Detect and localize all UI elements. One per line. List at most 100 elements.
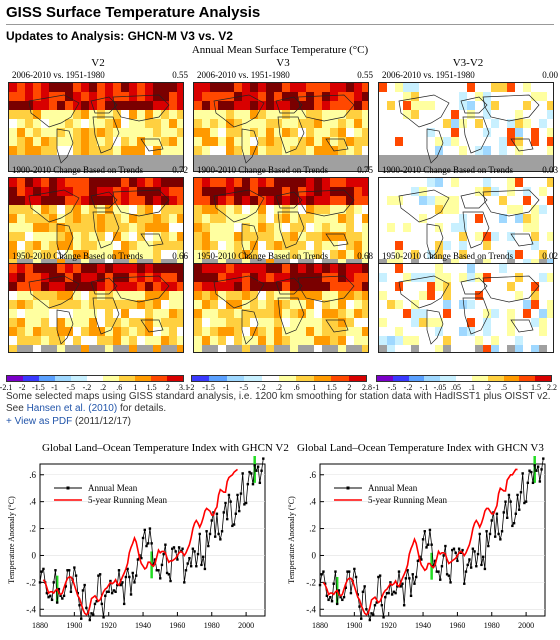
map-cell xyxy=(387,101,395,110)
annual-mean-point xyxy=(385,591,389,595)
map-cell xyxy=(89,250,97,259)
map-cell xyxy=(258,282,266,291)
map-cell xyxy=(451,241,459,250)
map-cell xyxy=(338,196,346,205)
colorbar-tick-label: -1.5 xyxy=(32,383,45,392)
map-cell xyxy=(354,336,362,345)
map-cell xyxy=(57,196,65,205)
map-cell xyxy=(435,327,443,336)
hansen-2010-link[interactable]: Hansen et al. (2010) xyxy=(26,403,118,414)
map-cell xyxy=(547,232,553,241)
map-cell xyxy=(411,146,419,155)
map-cell xyxy=(57,83,65,92)
map-cell xyxy=(89,146,97,155)
map-cell xyxy=(282,119,290,128)
panel-caption: 1950-2010 Change Based on Trends 0.66 xyxy=(12,251,188,261)
map-cell xyxy=(515,336,523,345)
map-cell xyxy=(202,291,210,300)
map-cell xyxy=(41,128,49,137)
panel-mean-value: 0.72 xyxy=(172,165,188,175)
map-cell xyxy=(121,101,129,110)
map-cell xyxy=(379,282,387,291)
map-cell xyxy=(113,119,121,128)
map-cell xyxy=(387,110,395,119)
map-cell xyxy=(218,164,226,171)
map-cell xyxy=(443,273,451,282)
map-cell xyxy=(105,327,113,336)
map-cell xyxy=(161,327,169,336)
map-cell xyxy=(419,83,427,92)
map-cell xyxy=(242,92,250,101)
map-cell xyxy=(451,327,459,336)
annual-mean-point xyxy=(335,602,339,606)
annual-mean-point xyxy=(490,519,493,522)
map-cell xyxy=(539,155,547,164)
colorbar-swatch xyxy=(39,376,55,381)
map-cell xyxy=(202,178,210,187)
map-cell xyxy=(113,232,121,241)
continent-outline xyxy=(462,116,490,154)
map-cell xyxy=(475,273,483,282)
annual-mean-point xyxy=(469,566,473,569)
map-cell xyxy=(354,300,362,309)
map-cell xyxy=(177,318,183,327)
annual-mean-point xyxy=(200,563,203,567)
map-cell xyxy=(169,336,177,345)
annual-mean-point xyxy=(145,544,148,548)
map-cell xyxy=(194,164,202,171)
map-cell xyxy=(234,250,242,259)
map-cell xyxy=(169,291,177,300)
map-cell xyxy=(226,264,234,273)
map-cell xyxy=(395,83,403,92)
map-cell xyxy=(226,291,234,300)
map-cell xyxy=(33,291,41,300)
map-cell xyxy=(194,110,202,119)
map-cell xyxy=(539,327,547,336)
map-cell xyxy=(49,178,57,187)
map-cell xyxy=(25,101,33,110)
map-cell xyxy=(314,282,322,291)
map-cell xyxy=(475,282,483,291)
map-cell xyxy=(491,205,499,214)
map-cell xyxy=(65,282,73,291)
map-cell xyxy=(250,300,258,309)
view-as-pdf-link[interactable]: + View as PDF xyxy=(6,416,73,427)
continent-outline xyxy=(56,128,74,164)
map-cell xyxy=(105,291,113,300)
map-cell xyxy=(467,309,475,318)
map-cell xyxy=(427,241,435,250)
map-cell xyxy=(177,187,183,196)
map-cell xyxy=(330,205,338,214)
map-cell xyxy=(362,264,368,273)
map-cell xyxy=(89,205,97,214)
map-cell xyxy=(290,92,298,101)
map-cell xyxy=(33,336,41,345)
map-cell xyxy=(435,300,443,309)
map-cell xyxy=(242,327,250,336)
map-cell xyxy=(25,336,33,345)
annual-mean-point xyxy=(147,542,150,545)
map-cell xyxy=(202,327,210,336)
map-cell xyxy=(475,83,483,92)
map-cell xyxy=(210,196,218,205)
map-cell xyxy=(121,327,129,336)
title-divider xyxy=(6,24,554,25)
map-cell xyxy=(145,196,153,205)
map-cell xyxy=(153,259,161,266)
annual-mean-point xyxy=(451,548,454,552)
map-cell xyxy=(507,273,515,282)
map-cell xyxy=(475,300,483,309)
panel-caption: 1950-2010 Change Based on Trends 0.02 xyxy=(382,251,558,261)
map-cell xyxy=(17,137,25,146)
map-cell xyxy=(41,309,49,318)
map-cell xyxy=(451,214,459,223)
map-cell xyxy=(153,146,161,155)
map-cell xyxy=(161,264,169,273)
map-cell xyxy=(435,250,443,259)
map-cell xyxy=(177,232,183,241)
map-cell xyxy=(282,318,290,327)
map-cell xyxy=(97,223,105,232)
map-cell xyxy=(177,250,183,259)
map-cell xyxy=(234,232,242,241)
map-cell xyxy=(266,232,274,241)
